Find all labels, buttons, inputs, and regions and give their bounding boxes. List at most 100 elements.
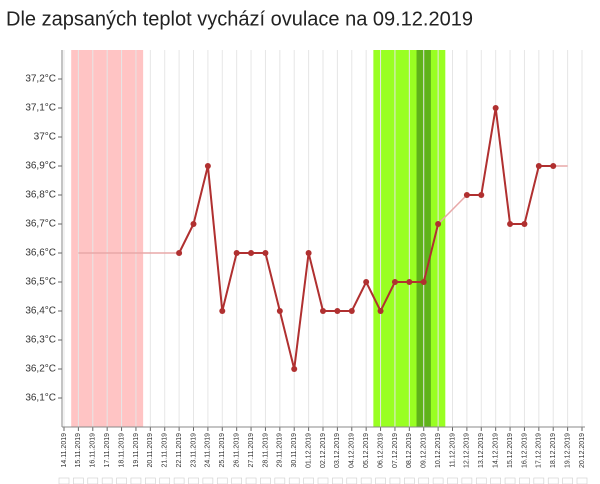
day-box xyxy=(389,477,401,484)
x-tick-label: 08.12.2019 xyxy=(406,433,413,468)
x-tick-label: 30.11.2019 xyxy=(291,433,298,468)
day-box xyxy=(58,477,70,484)
y-tick-label: 36,2°C xyxy=(25,364,56,375)
y-tick-label: 37,1°C xyxy=(25,103,56,114)
chart-title: Dle zapsaných teplot vychází ovulace na … xyxy=(6,8,473,30)
x-tick-label: 02.12.2019 xyxy=(320,433,327,468)
temperature-point xyxy=(507,221,514,227)
day-box xyxy=(188,477,199,484)
x-tick-label: 20.12.2019 xyxy=(579,433,586,468)
day-box xyxy=(288,477,300,484)
temperature-point xyxy=(334,308,341,314)
day-box xyxy=(432,477,444,484)
x-tick-label: 23.11.2019 xyxy=(190,433,197,468)
y-tick-label: 36,6°C xyxy=(25,248,56,259)
temperature-point xyxy=(406,279,413,285)
x-tick-label: 10.12.2019 xyxy=(435,433,442,468)
x-tick-label: 20.11.2019 xyxy=(147,433,154,468)
day-box xyxy=(547,477,559,484)
day-box xyxy=(360,477,372,484)
day-box xyxy=(216,477,228,484)
day-box xyxy=(490,477,501,484)
day-box xyxy=(231,477,242,484)
x-tick-label: 16.11.2019 xyxy=(90,433,97,468)
day-box xyxy=(562,477,573,484)
y-tick-label: 36,3°C xyxy=(25,335,56,346)
x-tick-label: 13.12.2019 xyxy=(478,433,485,468)
x-tick-label: 28.11.2019 xyxy=(262,433,269,468)
x-tick-label: 14.12.2019 xyxy=(493,433,500,468)
x-tick-label: 19.11.2019 xyxy=(133,433,140,468)
y-tick-label: 36,4°C xyxy=(25,306,56,317)
y-tick-label: 36,9°C xyxy=(25,161,56,172)
x-tick-label: 18.11.2019 xyxy=(118,433,125,468)
temperature-point xyxy=(420,279,427,285)
y-tick-label: 36,7°C xyxy=(25,219,56,230)
day-box xyxy=(461,477,473,484)
x-tick-label: 29.11.2019 xyxy=(277,433,284,468)
y-tick-label: 36,8°C xyxy=(25,190,56,201)
temperature-point xyxy=(276,308,283,314)
temperature-point xyxy=(176,250,183,256)
temperature-point xyxy=(248,250,255,256)
day-box xyxy=(504,477,516,484)
day-box xyxy=(173,477,185,484)
day-box xyxy=(245,477,257,484)
x-tick-label: 15.11.2019 xyxy=(75,433,82,468)
temperature-point xyxy=(363,279,370,285)
day-box xyxy=(130,477,142,484)
x-tick-label: 16.12.2019 xyxy=(521,433,528,468)
temperature-point xyxy=(435,221,442,227)
x-tick-label: 18.12.2019 xyxy=(550,433,557,468)
x-tick-label: 12.12.2019 xyxy=(464,433,471,468)
x-tick-label: 26.11.2019 xyxy=(234,433,241,468)
x-tick-label: 15.12.2019 xyxy=(507,433,514,468)
temperature-point xyxy=(190,221,197,227)
x-tick-label: 04.12.2019 xyxy=(349,433,356,468)
temperature-point xyxy=(377,308,384,314)
x-tick-label: 09.12.2019 xyxy=(421,433,428,468)
x-tick-label: 17.12.2019 xyxy=(536,433,543,468)
temperature-point xyxy=(463,192,470,198)
day-box xyxy=(145,477,156,484)
day-box xyxy=(418,477,430,484)
temperature-point xyxy=(348,308,355,314)
x-tick-label: 06.12.2019 xyxy=(377,433,384,468)
day-box xyxy=(332,477,343,484)
x-tick-label: 14.11.2019 xyxy=(61,433,68,468)
temperature-point xyxy=(478,192,485,198)
x-tick-label: 03.12.2019 xyxy=(334,433,341,468)
day-box xyxy=(159,477,171,484)
temperature-point xyxy=(535,163,542,169)
day-box xyxy=(533,477,545,484)
y-tick-label: 36,5°C xyxy=(25,277,56,288)
y-tick-label: 36,1°C xyxy=(25,393,56,404)
day-box xyxy=(375,477,386,484)
x-tick-label: 05.12.2019 xyxy=(363,433,370,468)
x-tick-label: 25.11.2019 xyxy=(219,433,226,468)
temperature-point xyxy=(521,221,528,227)
x-tick-label: 24.11.2019 xyxy=(205,433,212,468)
day-box xyxy=(317,477,329,484)
temperature-point xyxy=(391,279,398,285)
temperature-point xyxy=(492,105,499,111)
x-tick-label: 27.11.2019 xyxy=(248,433,255,468)
day-box xyxy=(260,477,271,484)
temperature-point xyxy=(233,250,240,256)
x-tick-label: 11.12.2019 xyxy=(449,433,456,468)
day-box xyxy=(404,477,415,484)
y-tick-label: 37,2°C xyxy=(25,74,56,85)
x-tick-label: 22.11.2019 xyxy=(176,433,183,468)
x-tick-label: 07.12.2019 xyxy=(392,433,399,468)
temperature-point xyxy=(305,250,312,256)
day-box xyxy=(346,477,358,484)
day-box xyxy=(576,477,588,484)
day-box xyxy=(447,477,458,484)
temperature-point xyxy=(291,366,298,372)
x-tick-label: 17.11.2019 xyxy=(104,433,111,468)
temperature-point xyxy=(262,250,269,256)
temperature-point xyxy=(204,163,211,169)
temperature-point xyxy=(550,163,557,169)
y-tick-label: 37°C xyxy=(34,132,56,143)
